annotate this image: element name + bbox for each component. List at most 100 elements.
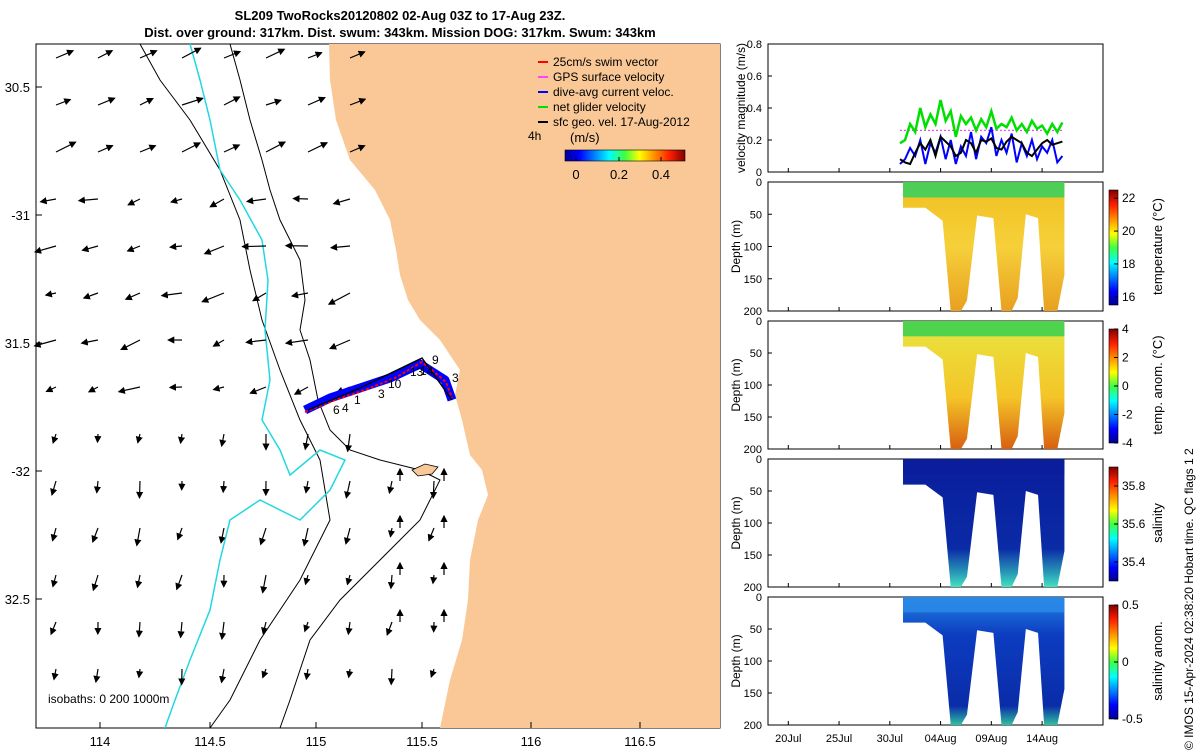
current-vector (344, 433, 353, 453)
current-vector (135, 574, 143, 589)
map-xtick-label: 115.5 (406, 734, 438, 749)
current-vector (139, 98, 154, 106)
cbar-tick-label: -4 (1122, 436, 1133, 450)
depth-tick-label: 150 (744, 412, 762, 424)
current-vector (139, 144, 157, 153)
track-label: 3 (378, 387, 385, 401)
time-tick-label: 14Aug (1026, 733, 1058, 745)
heatmap-label: temperature (°C) (1150, 198, 1165, 295)
current-vector (303, 668, 311, 681)
series-sfc-geo-vel- (899, 134, 1063, 166)
current-vector (219, 621, 227, 641)
current-vector (349, 50, 366, 59)
heatmap-label: salinity anom. (1150, 621, 1165, 700)
current-vector (33, 339, 57, 348)
current-vector (252, 292, 267, 302)
current-vector (343, 527, 351, 545)
current-vector (203, 245, 225, 255)
current-vector (212, 384, 225, 392)
current-vector (117, 386, 141, 394)
current-vector (120, 339, 141, 351)
vel-ytick-label: 0 (756, 167, 762, 179)
cbar-tick-label: 4 (1122, 322, 1129, 336)
current-vector (33, 245, 57, 254)
plot-title-line1: SL209 TwoRocks20120802 02-Aug 03Z to 17-… (234, 8, 566, 23)
cbar-tick-label: 0 (1122, 655, 1129, 669)
current-vector (97, 97, 116, 106)
current-vector (223, 96, 241, 106)
heatmap-field (903, 459, 1065, 587)
current-vector (44, 290, 57, 298)
current-vector (181, 96, 204, 106)
legend-label: dive-avg current veloc. (553, 85, 674, 99)
land-mass (329, 44, 720, 728)
time-tick-label: 30Jul (877, 733, 903, 745)
heatmap-surface-band (903, 182, 1065, 198)
cbar-tick-label: 16 (1122, 290, 1136, 304)
current-vector (181, 142, 202, 153)
map-ytick-label: -31 (11, 208, 30, 223)
colorbar-units: (m/s) (570, 130, 600, 145)
current-vector (201, 292, 225, 303)
cbar-tick-label: -0.5 (1122, 712, 1143, 726)
colorbar-side-label: 4h (528, 129, 541, 143)
current-vector (93, 668, 101, 684)
track-label: 9 (432, 353, 439, 367)
depth-ylabel: Depth (m) (729, 358, 743, 411)
current-vector (50, 480, 58, 496)
current-vector (345, 621, 353, 636)
current-vector (345, 574, 353, 586)
current-vector (124, 292, 141, 301)
track-label: 14 (420, 364, 434, 378)
cbar-tick-label: 22 (1122, 191, 1136, 205)
depth-tick-label: 150 (744, 550, 762, 562)
heatmap-surface-band (903, 459, 1065, 475)
legend-label: net glider velocity (553, 100, 646, 114)
depth-tick-label: 100 (744, 242, 762, 254)
depth-ylabel: Depth (m) (729, 220, 743, 273)
current-vector (261, 621, 269, 635)
time-tick-label: 09Aug (975, 733, 1007, 745)
current-vector (223, 144, 241, 153)
current-vector (241, 242, 267, 251)
legend-label: sfc geo. vel. 17-Aug-2012 (553, 115, 690, 129)
track-label: 13 (410, 365, 424, 379)
track-label: 6 (333, 403, 340, 417)
legend-label: 25cm/s swim vector (553, 55, 658, 69)
series-net-glider-velocity (899, 99, 1064, 145)
current-vector (39, 197, 57, 205)
colorbar-ticks: 0 0.2 0.4 (572, 157, 670, 182)
current-vectors (33, 47, 448, 686)
current-vector (265, 98, 282, 106)
map-xtick-label: 116.5 (624, 734, 656, 749)
track-label: 4 (342, 401, 349, 415)
current-vector (93, 480, 101, 494)
time-tick-label: 04Aug (925, 733, 957, 745)
colorbar-tick-label: 0 (572, 167, 579, 182)
vel-ytick-label: 0.6 (747, 71, 762, 83)
current-vector (301, 527, 309, 547)
current-vector (303, 574, 311, 586)
current-vector (344, 480, 352, 499)
current-vector (136, 668, 144, 679)
current-vector (387, 668, 396, 686)
map-ytick-label: -32 (11, 464, 30, 479)
current-vector (127, 198, 141, 206)
current-vector (219, 668, 227, 684)
map-xtick-label: 114 (90, 734, 111, 749)
glider-track-black (307, 357, 453, 411)
legend-label: GPS surface velocity (553, 70, 664, 84)
current-vector (265, 141, 287, 153)
time-tick-label: 20Jul (775, 733, 801, 745)
isobaths-label: isobaths: 0 200 1000m (48, 692, 169, 706)
current-vector (97, 50, 114, 59)
current-vector (307, 96, 326, 106)
current-vector (302, 433, 310, 451)
current-vector (209, 198, 225, 208)
heatmap-field (903, 597, 1065, 725)
current-vector (387, 480, 395, 495)
depth-tick-label: 50 (750, 209, 762, 221)
track-label: 10 (388, 377, 402, 391)
current-vector (327, 292, 351, 305)
